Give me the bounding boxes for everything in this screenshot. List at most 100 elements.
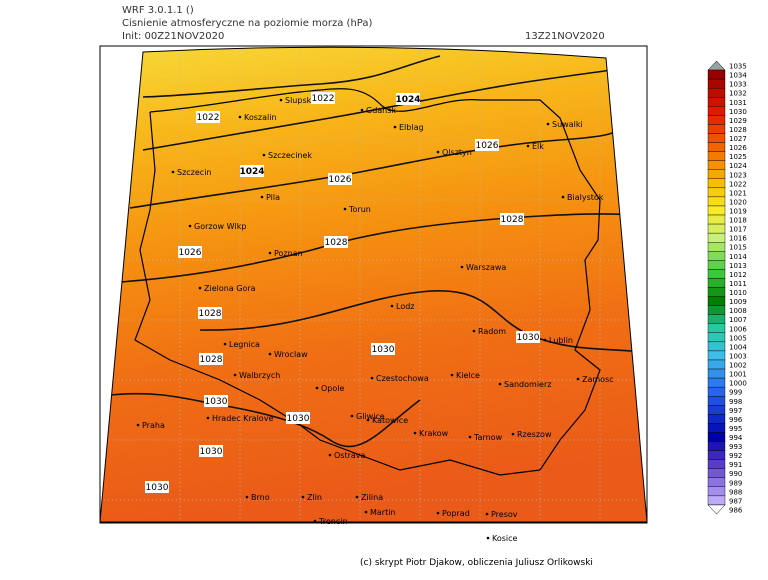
isobar-label: 1028	[501, 215, 524, 225]
colorbar-label: 999	[729, 389, 742, 397]
city-dot	[328, 453, 332, 457]
colorbar-swatch	[707, 241, 726, 252]
colorbar-label: 1029	[729, 117, 747, 125]
colorbar-swatch	[707, 495, 726, 506]
city-dot	[268, 352, 272, 356]
isobar-label: 1028	[200, 355, 223, 365]
colorbar-label: 1003	[729, 352, 747, 360]
city-dot	[436, 511, 440, 515]
city-label: Kosice	[492, 534, 518, 543]
colorbar-label: 1004	[729, 343, 747, 351]
colorbar-swatch	[707, 97, 726, 107]
city-dot	[350, 414, 354, 418]
colorbar-swatch	[707, 223, 726, 234]
city-dot	[498, 382, 502, 386]
isobar-label: 1030	[200, 447, 223, 457]
city-dot	[370, 376, 374, 380]
isobar-label: 1030	[146, 483, 169, 493]
isobar-label: 1030	[372, 345, 395, 355]
isobar-label-bg	[145, 481, 169, 493]
colorbar-label: 1017	[729, 226, 747, 234]
colorbar-label: 1015	[729, 244, 747, 252]
city-dot	[390, 304, 394, 308]
city-dot	[360, 108, 364, 112]
city-label: Wroclaw	[274, 350, 308, 359]
city-dot	[450, 373, 454, 377]
city-dot	[188, 224, 192, 228]
city-dot	[546, 122, 550, 126]
city-dot	[268, 251, 272, 255]
colorbar-swatch	[707, 69, 726, 80]
colorbar-swatch	[707, 196, 726, 207]
colorbar-swatch	[707, 269, 726, 279]
city-label: Radom	[478, 327, 506, 336]
city-label: Zlin	[307, 493, 322, 502]
colorbar-label: 1011	[729, 280, 747, 288]
colorbar-swatch	[707, 368, 726, 379]
city-dot	[460, 265, 464, 269]
city-label: Poprad	[442, 509, 470, 518]
colorbar-swatch	[707, 423, 726, 433]
city-label: Sandomierz	[504, 380, 551, 389]
colorbar-swatch	[707, 359, 726, 370]
city-dot	[366, 418, 370, 422]
city-dot	[413, 431, 417, 435]
city-label: Elk	[532, 142, 544, 151]
colorbar-swatch	[707, 341, 726, 352]
isobar-label: 1030	[287, 414, 310, 424]
isobar-label-bg	[328, 173, 352, 185]
colorbar-label: 1000	[729, 380, 747, 388]
isobar-label-bg	[500, 213, 524, 225]
colorbar-swatch	[707, 350, 726, 361]
city-label: Slupsk	[285, 96, 312, 105]
colorbar-label: 1019	[729, 207, 747, 215]
colorbar-swatch	[707, 169, 726, 179]
colorbar-label: 1033	[729, 81, 747, 89]
domain-edge	[99, 46, 648, 523]
colorbar-label: 1026	[729, 144, 747, 152]
colorbar-label: 1028	[729, 126, 747, 134]
colorbar-label: 1021	[729, 189, 747, 197]
colorbar-label: 1020	[729, 198, 747, 206]
city-label: Czestochowa	[376, 374, 429, 383]
city-dot	[233, 373, 237, 377]
city-label: Trencin	[318, 517, 348, 526]
city-label: Lodz	[396, 302, 415, 311]
colorbar-label: 994	[729, 434, 743, 442]
colorbar-label: 1035	[729, 63, 747, 71]
colorbar-swatch	[707, 332, 726, 343]
city-dot	[206, 416, 210, 420]
city-label: Olsztyn	[442, 148, 472, 157]
colorbar-swatch	[707, 260, 726, 270]
colorbar-label: 1022	[729, 180, 747, 188]
city-label: Lublin	[549, 336, 573, 345]
city-dot	[262, 153, 266, 157]
colorbar-swatch	[707, 142, 726, 152]
colorbar-swatch	[707, 305, 726, 315]
city-dot	[486, 536, 490, 540]
city-dot	[576, 377, 580, 381]
city-label: Rzeszow	[517, 430, 552, 439]
map-area	[100, 47, 647, 522]
colorbar-label: 996	[729, 416, 743, 424]
model: WRF 3.0.1.1 ()	[122, 5, 194, 16]
city-dot	[364, 510, 368, 514]
city-dot	[301, 495, 305, 499]
isobar-label: 1026	[179, 248, 202, 258]
isobar-label: 1022	[312, 94, 335, 104]
footer: (c) skrypt Piotr Djakow, obliczenia Juli…	[360, 558, 593, 568]
colorbar-swatch	[707, 450, 726, 460]
city-dot	[245, 495, 249, 499]
city-dot	[171, 170, 175, 174]
city-dot	[198, 286, 202, 290]
isobar-label-bg	[178, 246, 202, 258]
colorbar-swatch	[707, 314, 726, 324]
border	[134, 111, 541, 476]
colorbar-swatch	[707, 414, 726, 424]
city-label: Szczecinek	[268, 151, 312, 160]
city-label: Ostrava	[334, 451, 366, 460]
isobar	[142, 55, 441, 98]
city-dot	[526, 144, 530, 148]
colorbar-label: 1024	[729, 162, 747, 170]
colorbar-label: 1009	[729, 298, 747, 306]
